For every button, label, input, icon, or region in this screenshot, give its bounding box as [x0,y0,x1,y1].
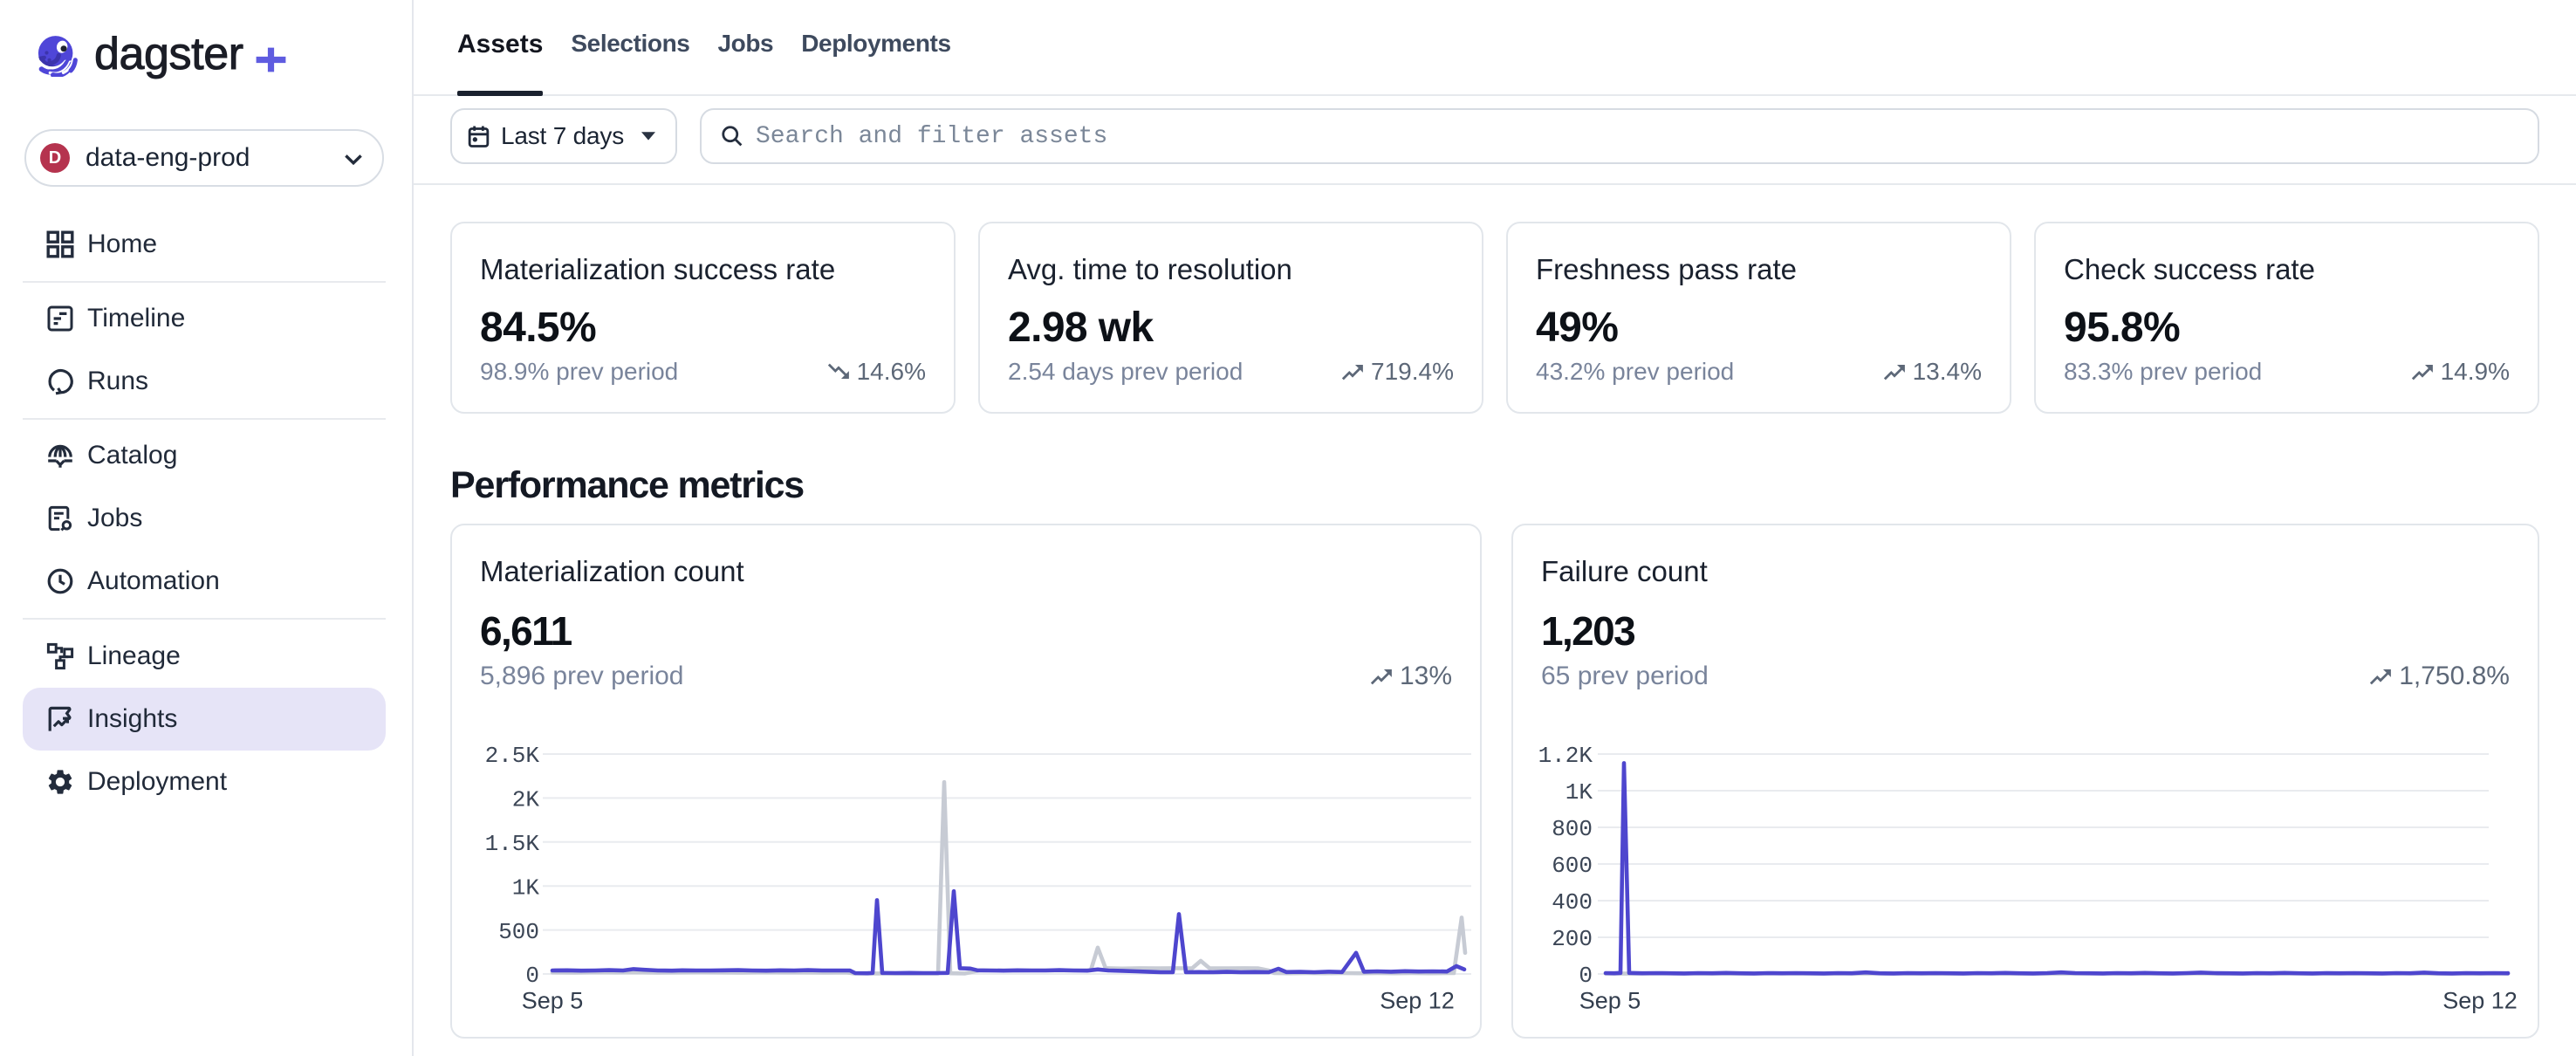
svg-text:1.5K: 1.5K [485,831,540,857]
svg-text:2.5K: 2.5K [485,743,540,769]
svg-text:500: 500 [498,919,539,945]
svg-text:1K: 1K [1565,779,1593,806]
svg-text:Sep 12: Sep 12 [1380,988,1455,1014]
svg-text:Sep 5: Sep 5 [522,988,584,1014]
svg-text:400: 400 [1552,889,1593,915]
svg-text:800: 800 [1552,816,1593,842]
svg-text:600: 600 [1552,853,1593,879]
svg-text:200: 200 [1552,926,1593,952]
svg-text:0: 0 [1579,963,1593,989]
svg-text:2K: 2K [512,787,540,813]
svg-text:1.2K: 1.2K [1538,743,1593,769]
svg-text:1K: 1K [512,874,540,901]
svg-text:Sep 12: Sep 12 [2442,988,2518,1014]
svg-text:0: 0 [525,963,539,989]
svg-text:Sep 5: Sep 5 [1579,988,1641,1014]
